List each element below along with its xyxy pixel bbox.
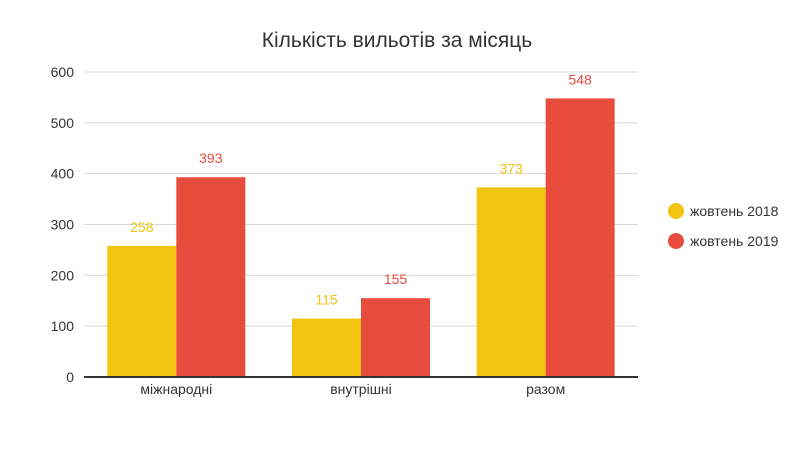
y-tick-label: 600	[51, 64, 75, 80]
data-label: 155	[384, 271, 408, 287]
bar	[545, 98, 615, 377]
legend-marker	[668, 233, 684, 249]
x-category-label: разом	[526, 381, 565, 397]
data-label: 393	[199, 150, 223, 166]
legend: жовтень 2018 жовтень 2019	[668, 203, 779, 249]
legend-label: жовтень 2019	[690, 233, 779, 249]
x-category-label: внутрішні	[330, 381, 392, 397]
y-tick-label: 100	[51, 318, 75, 334]
y-tick-label: 200	[51, 267, 75, 283]
y-tick-label: 400	[51, 166, 75, 182]
data-label: 373	[499, 160, 523, 176]
y-axis-ticks: 0 100 200 300 400 500 600	[51, 64, 75, 385]
bar	[292, 318, 361, 377]
bar	[176, 177, 246, 377]
chart-title: Кількість вильотів за місяць	[262, 29, 533, 52]
bar	[361, 298, 430, 377]
bar	[476, 187, 546, 377]
data-label: 548	[568, 71, 592, 87]
y-tick-label: 300	[51, 217, 75, 233]
y-tick-label: 500	[51, 115, 75, 131]
data-label: 115	[315, 292, 338, 308]
data-label: 258	[130, 219, 154, 235]
x-category-label: міжнародні	[140, 381, 212, 397]
bar	[107, 245, 177, 377]
legend-label: жовтень 2018	[690, 203, 779, 219]
legend-marker	[668, 203, 684, 219]
y-tick-label: 0	[66, 369, 74, 385]
x-axis-categories: міжнародні внутрішні разом	[140, 381, 565, 397]
data-labels: 258 393 115 155 373 548	[130, 71, 592, 307]
bars	[107, 98, 615, 377]
